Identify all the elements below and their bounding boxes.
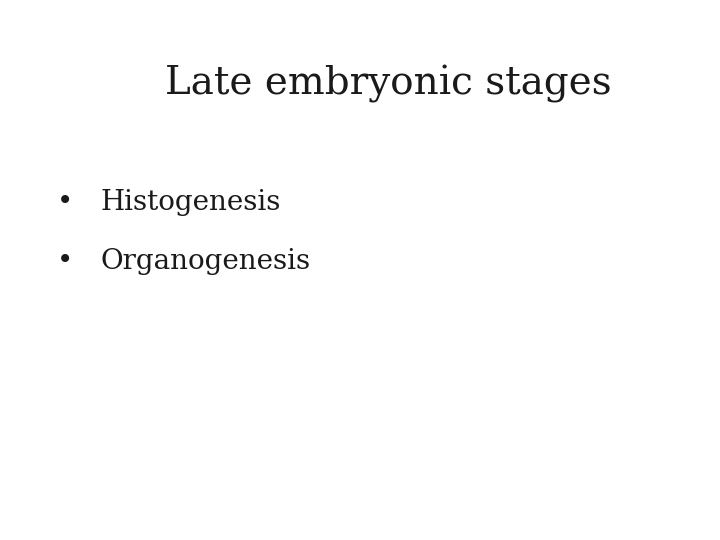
Text: •: • [57, 248, 73, 275]
Text: Organogenesis: Organogenesis [101, 248, 311, 275]
Text: Late embryonic stages: Late embryonic stages [166, 65, 612, 103]
Text: •: • [57, 189, 73, 216]
Text: Histogenesis: Histogenesis [101, 189, 282, 216]
